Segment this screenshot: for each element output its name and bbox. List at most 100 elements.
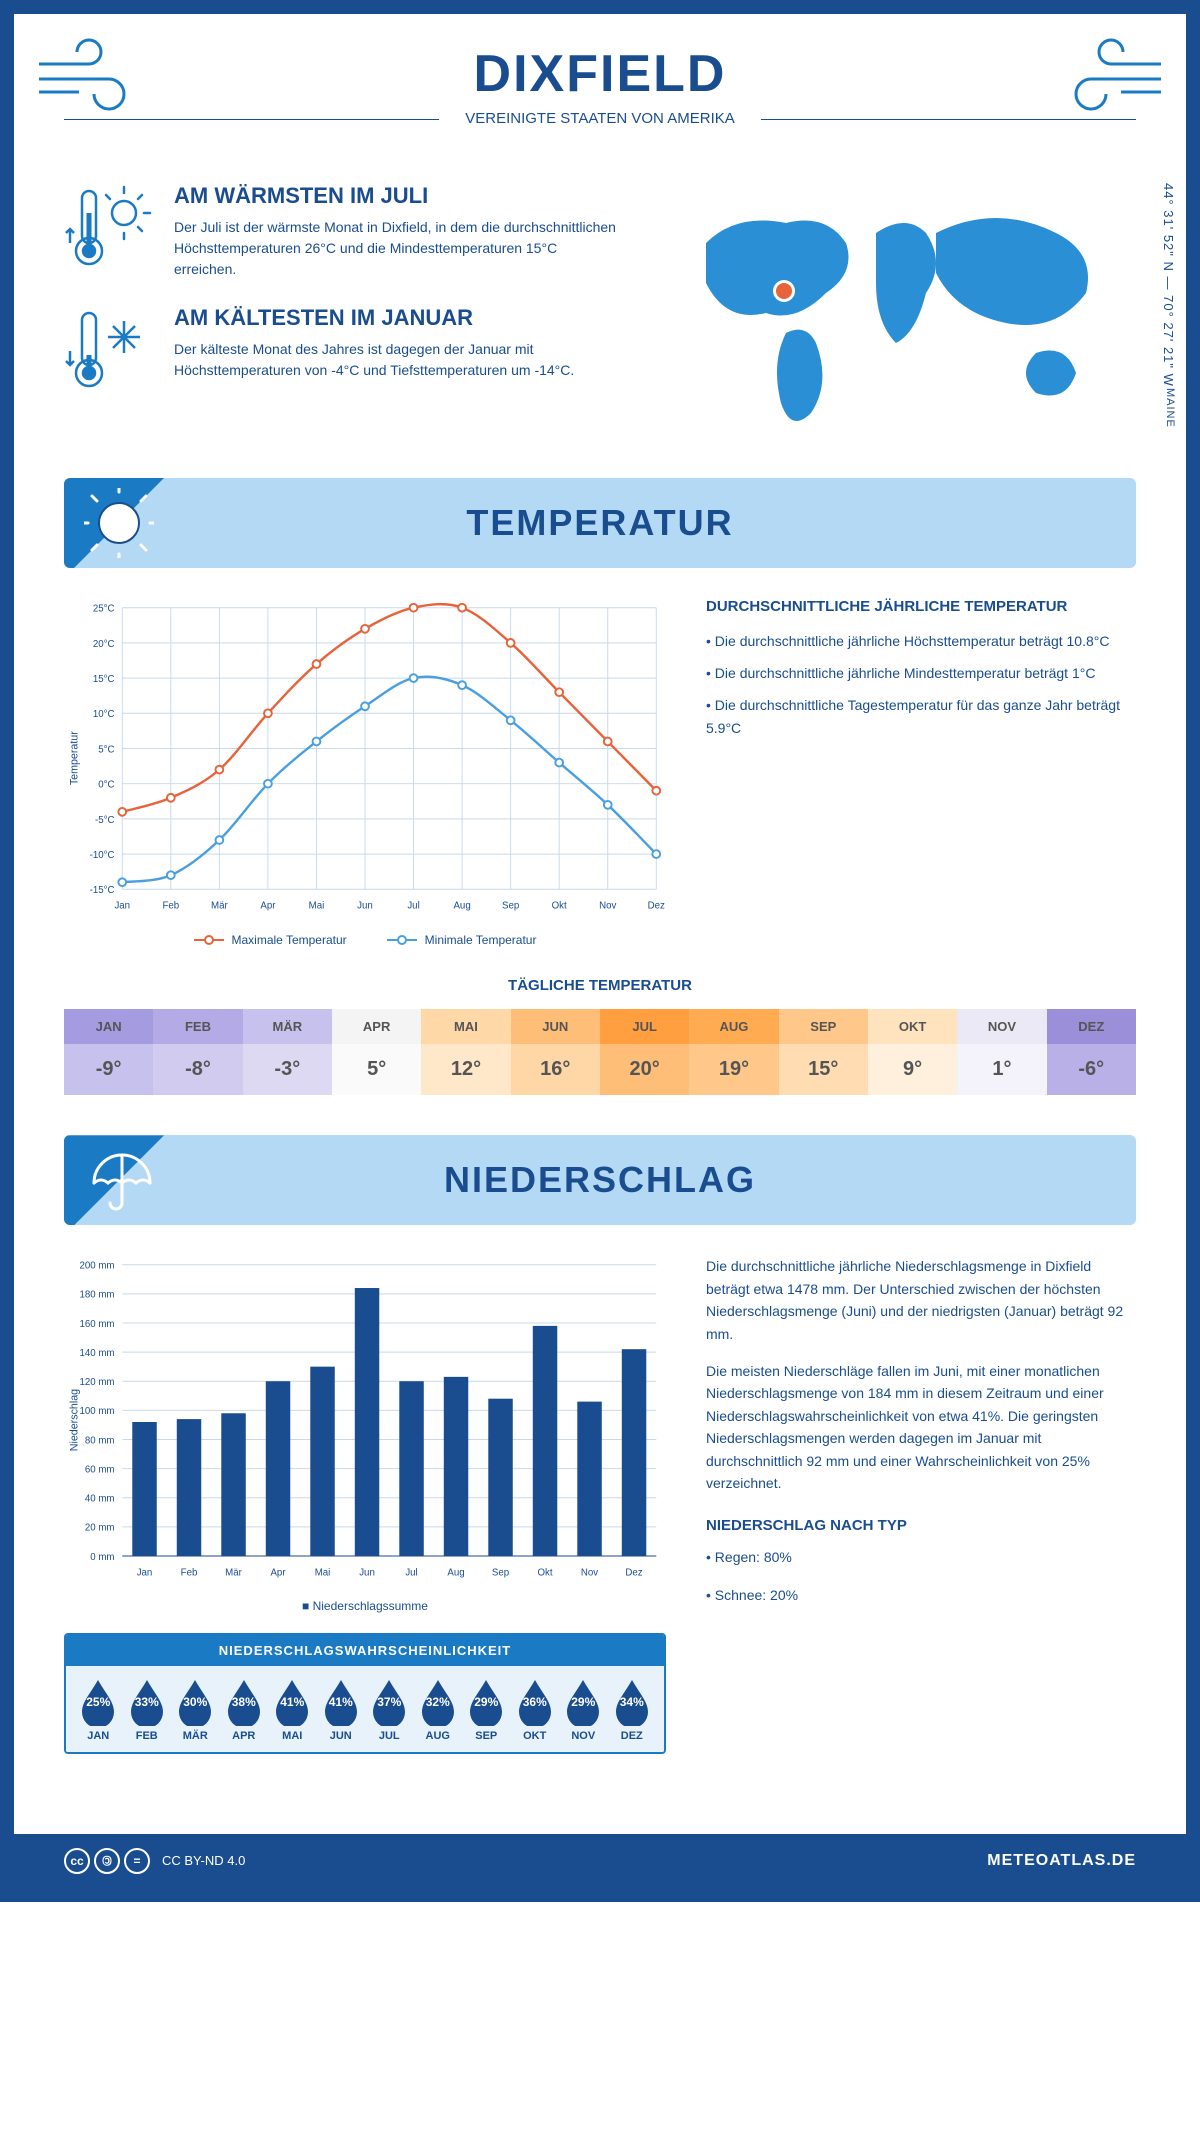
state-label: MAINE — [1164, 388, 1176, 428]
svg-text:Jun: Jun — [359, 1568, 375, 1579]
daily-cell: JUL20° — [600, 1009, 689, 1095]
temperature-legend: Maximale Temperatur Minimale Temperatur — [64, 933, 666, 947]
precipitation-info: Die durchschnittliche jährliche Niedersc… — [706, 1255, 1136, 1753]
coldest-title: AM KÄLTESTEN IM JANUAR — [174, 305, 616, 331]
prob-cell: 30%MÄR — [171, 1678, 220, 1742]
daily-cell: OKT9° — [868, 1009, 957, 1095]
daily-cell: MÄR-3° — [243, 1009, 332, 1095]
svg-text:160 mm: 160 mm — [79, 1319, 114, 1330]
temp-bullet: • Die durchschnittliche jährliche Höchst… — [706, 630, 1136, 654]
svg-text:Nov: Nov — [599, 901, 616, 912]
svg-text:Jul: Jul — [405, 1568, 417, 1579]
precipitation-title: NIEDERSCHLAG — [444, 1159, 756, 1201]
svg-text:10°C: 10°C — [93, 709, 115, 720]
svg-text:Jan: Jan — [114, 901, 130, 912]
svg-text:Jan: Jan — [137, 1568, 153, 1579]
svg-text:15°C: 15°C — [93, 674, 115, 685]
daily-cell: SEP15° — [779, 1009, 868, 1095]
svg-text:Dez: Dez — [625, 1568, 642, 1579]
svg-text:0 mm: 0 mm — [90, 1552, 114, 1563]
svg-text:40 mm: 40 mm — [85, 1494, 115, 1505]
prob-cell: 29%NOV — [559, 1678, 608, 1742]
daily-temp-title: TÄGLICHE TEMPERATUR — [64, 977, 1136, 994]
temp-info-title: DURCHSCHNITTLICHE JÄHRLICHE TEMPERATUR — [706, 598, 1136, 615]
temperature-chart: -15°C-10°C-5°C0°C5°C10°C15°C20°C25°CJanF… — [64, 598, 666, 947]
summary-row: AM WÄRMSTEN IM JULI Der Juli ist der wär… — [64, 183, 1136, 448]
svg-text:-10°C: -10°C — [90, 850, 115, 861]
temperature-banner: TEMPERATUR — [64, 478, 1136, 568]
prob-cell: 37%JUL — [365, 1678, 414, 1742]
prob-cell: 25%JAN — [74, 1678, 123, 1742]
prob-title: NIEDERSCHLAGSWAHRSCHEINLICHKEIT — [66, 1635, 664, 1666]
temp-bullet: • Die durchschnittliche Tagestemperatur … — [706, 694, 1136, 742]
coordinates: 44° 31' 52" N — 70° 27' 21" W — [1161, 183, 1176, 387]
svg-text:Sep: Sep — [492, 1568, 509, 1579]
thermometer-sun-icon — [64, 183, 154, 273]
svg-text:5°C: 5°C — [98, 744, 114, 755]
svg-text:Feb: Feb — [181, 1568, 198, 1579]
svg-text:Mär: Mär — [225, 1568, 242, 1579]
city-name: DIXFIELD — [64, 44, 1136, 104]
footer: cc 🄯 = CC BY-ND 4.0 METEOATLAS.DE — [14, 1834, 1186, 1888]
precip-type-snow: • Schnee: 20% — [706, 1584, 1136, 1606]
daily-cell: NOV1° — [957, 1009, 1046, 1095]
svg-text:Okt: Okt — [552, 901, 567, 912]
daily-cell: JUN16° — [511, 1009, 600, 1095]
svg-text:Jun: Jun — [357, 901, 373, 912]
svg-text:Mai: Mai — [315, 1568, 331, 1579]
daily-cell: FEB-8° — [153, 1009, 242, 1095]
precip-probability-box: NIEDERSCHLAGSWAHRSCHEINLICHKEIT 25%JAN33… — [64, 1633, 666, 1754]
temperature-title: TEMPERATUR — [466, 502, 733, 544]
svg-text:Niederschlag: Niederschlag — [69, 1389, 81, 1451]
precip-para: Die meisten Niederschläge fallen im Juni… — [706, 1360, 1136, 1494]
warmest-summary: AM WÄRMSTEN IM JULI Der Juli ist der wär… — [64, 183, 616, 280]
prob-cell: 34%DEZ — [608, 1678, 657, 1742]
svg-text:200 mm: 200 mm — [79, 1261, 114, 1272]
prob-cell: 29%SEP — [462, 1678, 511, 1742]
svg-text:60 mm: 60 mm — [85, 1465, 115, 1476]
thermometer-snow-icon — [64, 305, 154, 395]
wind-icon — [34, 34, 154, 114]
svg-text:Nov: Nov — [581, 1568, 598, 1579]
svg-text:Apr: Apr — [260, 901, 276, 912]
daily-cell: AUG19° — [689, 1009, 778, 1095]
svg-text:Mär: Mär — [211, 901, 228, 912]
daily-cell: MAI12° — [421, 1009, 510, 1095]
precip-type-rain: • Regen: 80% — [706, 1546, 1136, 1568]
wind-icon — [1046, 34, 1166, 114]
license-label: CC BY-ND 4.0 — [162, 1853, 245, 1868]
svg-text:20 mm: 20 mm — [85, 1523, 115, 1534]
country-name: VEREINIGTE STAATEN VON AMERIKA — [64, 104, 1136, 133]
precip-legend: Niederschlagssumme — [64, 1599, 666, 1613]
prob-cell: 32%AUG — [414, 1678, 463, 1742]
site-name: METEOATLAS.DE — [987, 1852, 1136, 1870]
temp-bullet: • Die durchschnittliche jährliche Mindes… — [706, 662, 1136, 686]
daily-temp-table: JAN-9°FEB-8°MÄR-3°APR5°MAI12°JUN16°JUL20… — [64, 1009, 1136, 1095]
legend-max: Maximale Temperatur — [232, 933, 347, 947]
prob-cell: 41%MAI — [268, 1678, 317, 1742]
svg-text:Aug: Aug — [447, 1568, 464, 1579]
prob-cell: 38%APR — [220, 1678, 269, 1742]
daily-cell: APR5° — [332, 1009, 421, 1095]
svg-text:140 mm: 140 mm — [79, 1348, 114, 1359]
svg-text:Mai: Mai — [309, 901, 325, 912]
svg-text:Apr: Apr — [270, 1568, 286, 1579]
svg-text:25°C: 25°C — [93, 604, 115, 615]
temperature-info: DURCHSCHNITTLICHE JÄHRLICHE TEMPERATUR •… — [706, 598, 1136, 947]
svg-text:20°C: 20°C — [93, 639, 115, 650]
svg-text:80 mm: 80 mm — [85, 1436, 115, 1447]
warmest-title: AM WÄRMSTEN IM JULI — [174, 183, 616, 209]
svg-text:100 mm: 100 mm — [79, 1407, 114, 1418]
svg-text:Okt: Okt — [537, 1568, 552, 1579]
cc-icons: cc 🄯 = — [64, 1848, 150, 1874]
warmest-text: Der Juli ist der wärmste Monat in Dixfie… — [174, 217, 616, 280]
daily-cell: DEZ-6° — [1047, 1009, 1136, 1095]
coldest-text: Der kälteste Monat des Jahres ist dagege… — [174, 339, 616, 381]
svg-text:Jul: Jul — [407, 901, 419, 912]
svg-text:180 mm: 180 mm — [79, 1290, 114, 1301]
svg-text:-5°C: -5°C — [95, 815, 114, 826]
coldest-summary: AM KÄLTESTEN IM JANUAR Der kälteste Mona… — [64, 305, 616, 395]
world-map: 44° 31' 52" N — 70° 27' 21" W MAINE — [656, 183, 1136, 448]
sun-icon — [84, 488, 154, 558]
svg-text:-15°C: -15°C — [90, 885, 115, 896]
